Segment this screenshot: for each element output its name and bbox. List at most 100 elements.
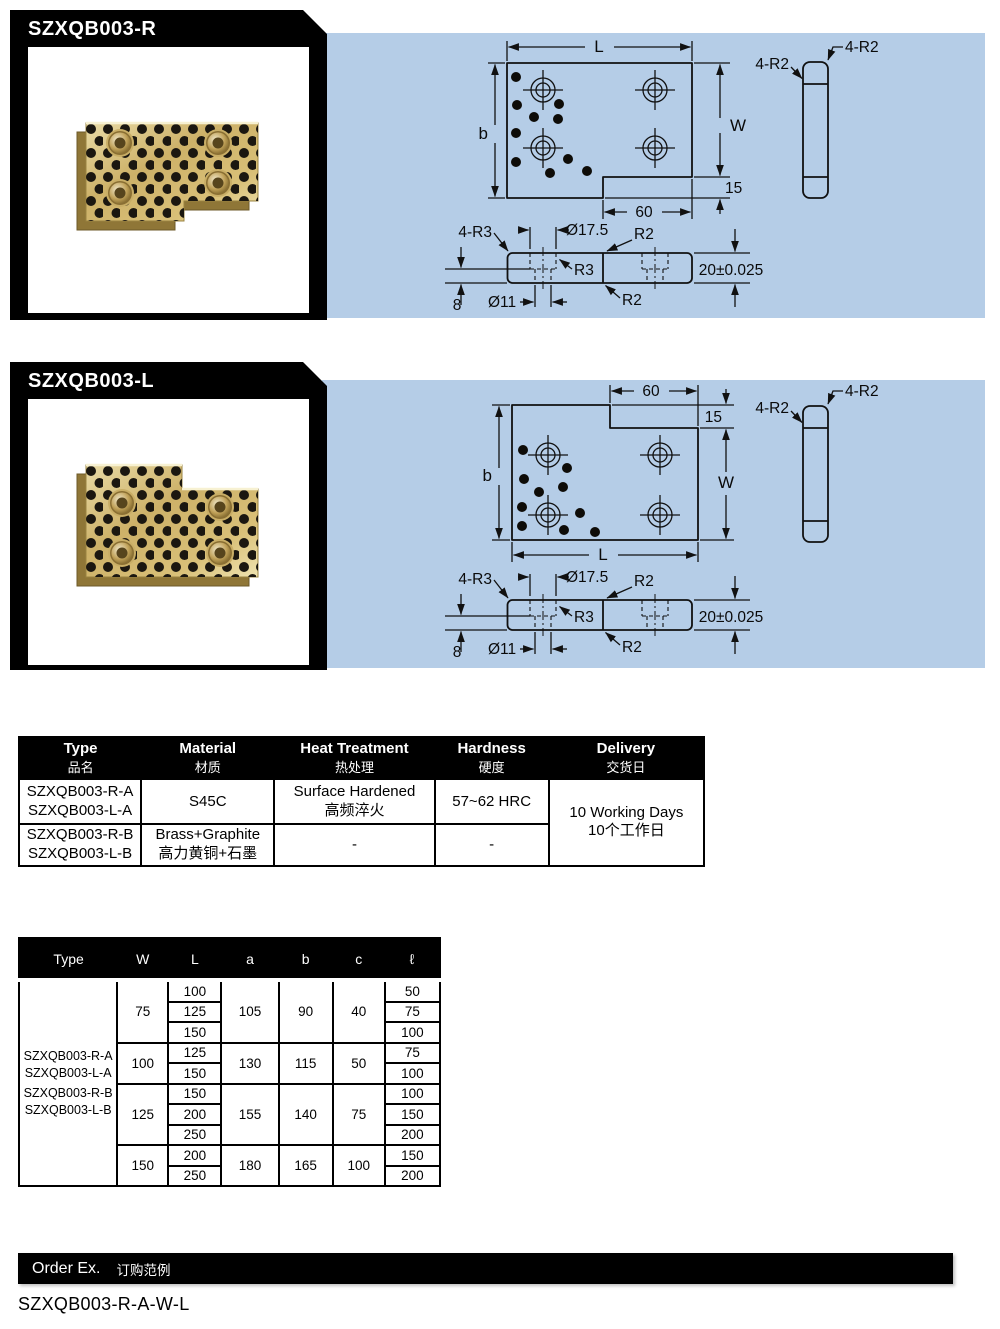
dim-60-label-r: 60 bbox=[635, 204, 653, 221]
c-cell: 40 bbox=[331, 979, 386, 1044]
dim-W-label-r: W bbox=[730, 116, 746, 135]
ell-cell: 75 bbox=[383, 1000, 442, 1023]
dim-header-c: c bbox=[332, 938, 385, 982]
type-cell-a: SZXQB003-R-A SZXQB003-L-A bbox=[17, 778, 143, 825]
section-view-r: 4-R3 Ø17.5 R2 R3 Ø11 R2 bbox=[445, 222, 763, 314]
spec-table-wrap: Type 品名 Material 材质 Heat Treatment 热处理 Hard… bbox=[17, 736, 706, 867]
photo-area-l bbox=[28, 399, 309, 665]
product-box-l: SZXQB003-L bbox=[10, 362, 327, 670]
col-header-heat: Heat Treatment 热处理 bbox=[274, 737, 435, 779]
heat-cell-a: Surface Hardened 高频淬火 bbox=[273, 778, 436, 825]
l-cell: 250 bbox=[167, 1164, 223, 1187]
b-cell: 165 bbox=[277, 1144, 334, 1187]
dim-L-label-l: L bbox=[598, 545, 607, 564]
w-cell: 75 bbox=[116, 979, 170, 1044]
material-cell-a: S45C bbox=[140, 778, 276, 825]
label-8-r: 8 bbox=[453, 297, 462, 314]
delivery-cell: 10 Working Days 10个工作日 bbox=[547, 778, 706, 867]
a-cell: 105 bbox=[220, 979, 280, 1044]
top-view-l: 60 15 W b bbox=[483, 383, 734, 564]
table-row: 250 200 bbox=[19, 1164, 442, 1187]
col-header-hardness: Hardness 硬度 bbox=[434, 737, 549, 779]
dim-b-label-l: b bbox=[483, 466, 492, 485]
ell-cell: 200 bbox=[383, 1123, 442, 1146]
side-view-r: 4-R2 4-R2 bbox=[755, 39, 879, 199]
l-cell: 125 bbox=[167, 1041, 223, 1064]
product-photo-r bbox=[28, 47, 309, 313]
col-header-material: Material 材质 bbox=[141, 737, 275, 779]
ell-cell: 200 bbox=[383, 1164, 442, 1187]
dim-L-label-r: L bbox=[594, 37, 603, 56]
label-4r2-right-r: 4-R2 bbox=[845, 39, 879, 56]
b-cell: 115 bbox=[277, 1041, 334, 1085]
order-example-bar: Order Ex. 订购范例 bbox=[18, 1253, 953, 1284]
side-view-l: 4-R2 4-R2 bbox=[755, 383, 879, 543]
type-cell-b: SZXQB003-R-B SZXQB003-L-B bbox=[17, 823, 143, 867]
order-label-en: Order Ex. bbox=[32, 1259, 101, 1277]
ell-cell: 100 bbox=[383, 1062, 442, 1085]
hardness-cell-b: - bbox=[433, 823, 550, 867]
a-cell: 130 bbox=[220, 1041, 280, 1085]
spec-table: Type 品名 Material 材质 Heat Treatment 热处理 Hard… bbox=[17, 736, 706, 867]
dim-header-type: Type bbox=[19, 938, 118, 982]
table-row: SZXQB003-R-A SZXQB003-L-A SZXQB003-R-B SZX… bbox=[17, 979, 442, 1187]
ell-cell: 150 bbox=[383, 1144, 442, 1167]
dim-header-w: W bbox=[117, 938, 169, 982]
l-cell: 200 bbox=[167, 1144, 223, 1167]
ell-cell: 150 bbox=[383, 1103, 442, 1126]
l-cell: 125 bbox=[167, 1000, 223, 1023]
w-cell: 125 bbox=[116, 1082, 170, 1146]
dim-type-cell: SZXQB003-R-A SZXQB003-L-A SZXQB003-R-B SZX… bbox=[17, 979, 119, 1187]
dim-header-ell: ℓ bbox=[384, 938, 440, 982]
order-example-code: SZXQB003-R-A-W-L bbox=[18, 1294, 190, 1314]
label-d11-l: Ø11 bbox=[488, 641, 516, 658]
c-cell: 75 bbox=[331, 1082, 386, 1146]
l-cell: 150 bbox=[167, 1021, 223, 1044]
c-cell: 50 bbox=[331, 1041, 386, 1085]
table-row: 125 75 bbox=[19, 1000, 442, 1023]
l-cell: 100 bbox=[167, 979, 223, 1003]
label-4r2-right-l: 4-R2 bbox=[845, 383, 879, 400]
material-cell-b: Brass+Graphite 高力黄铜+石墨 bbox=[140, 823, 276, 867]
w-cell: 100 bbox=[116, 1041, 170, 1085]
order-label-zh: 订购范例 bbox=[116, 1262, 171, 1278]
label-r3-l: R3 bbox=[574, 609, 594, 626]
dim-60-label-l: 60 bbox=[642, 383, 660, 400]
section-title-r: SZXQB003-R bbox=[28, 18, 157, 40]
ell-cell: 100 bbox=[383, 1082, 442, 1105]
label-d175-l: Ø17.5 bbox=[566, 569, 608, 586]
label-tol-r: 20±0.025 bbox=[699, 262, 764, 279]
ell-cell: 100 bbox=[383, 1021, 442, 1044]
label-d11-r: Ø11 bbox=[488, 294, 516, 311]
counterbore-holes bbox=[108, 489, 234, 567]
label-r2-bottom-l: R2 bbox=[622, 639, 642, 656]
dimensions-table: Type W L a b c ℓ SZXQB003-R-A SZXQB003-L-… bbox=[17, 937, 442, 1187]
table-row: 150 200 180 165 100 150 bbox=[19, 1144, 442, 1187]
dim-W-label-l: W bbox=[718, 473, 734, 492]
label-r2-top-r: R2 bbox=[634, 226, 654, 243]
heat-cell-b: - bbox=[273, 823, 436, 867]
label-r2-top-l: R2 bbox=[634, 573, 654, 590]
col-header-delivery: Delivery 交货日 bbox=[548, 737, 704, 779]
dim-header-l: L bbox=[168, 938, 222, 982]
dim-15-label-l: 15 bbox=[705, 409, 722, 426]
dim-15-label-r: 15 bbox=[725, 180, 742, 197]
label-tol-l: 20±0.025 bbox=[699, 609, 764, 626]
photo-area-r bbox=[28, 47, 309, 313]
label-r3-r: R3 bbox=[574, 262, 594, 279]
label-4r3-l: 4-R3 bbox=[458, 571, 492, 588]
a-cell: 155 bbox=[220, 1082, 280, 1146]
table-row: 125 150 155 140 75 100 bbox=[19, 1082, 442, 1146]
drawing-panel-l: 60 15 W b bbox=[322, 380, 985, 668]
section-view-l: 4-R3 Ø17.5 R2 R3 Ø11 R2 bbox=[445, 569, 763, 661]
section-title-l: SZXQB003-L bbox=[28, 370, 155, 392]
c-cell: 100 bbox=[331, 1144, 386, 1187]
dim-header-b: b bbox=[278, 938, 333, 982]
product-photo-l bbox=[28, 399, 309, 665]
dim-b-label-r: b bbox=[479, 124, 488, 143]
label-4r2-left-l: 4-R2 bbox=[755, 400, 789, 417]
w-cell: 150 bbox=[116, 1144, 170, 1187]
a-cell: 180 bbox=[220, 1144, 280, 1187]
label-8-l: 8 bbox=[453, 644, 462, 661]
